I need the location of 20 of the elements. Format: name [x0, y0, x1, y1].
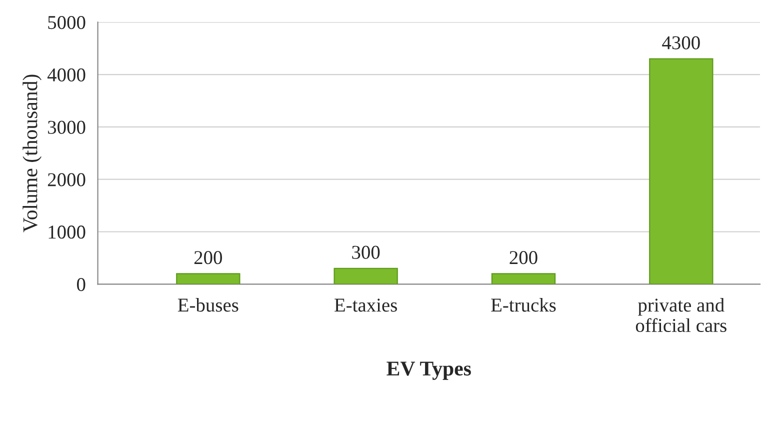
y-tick-label: 0: [77, 278, 86, 292]
bar: [649, 58, 714, 284]
x-axis-title: EV Types: [386, 362, 471, 380]
y-tick-label: 3000: [48, 120, 86, 134]
y-tick-label: 4000: [47, 68, 86, 82]
data-label: 300: [352, 246, 380, 259]
y-tick-label: 1000: [48, 226, 86, 239]
data-label: 200: [510, 251, 538, 264]
x-tick-label: E-taxies: [334, 298, 397, 312]
y-tick-label: 5000: [48, 16, 86, 30]
y-axis-title: Volume (thousand): [22, 74, 42, 232]
x-tick-label: private and official cars: [636, 298, 726, 332]
bar: [176, 273, 240, 284]
bar: [334, 268, 398, 284]
data-label: 4300: [662, 36, 700, 50]
data-label: 200: [194, 251, 222, 264]
bar: [491, 273, 556, 284]
y-tick-label: 2000: [48, 173, 86, 186]
x-tick-label: E-trucks: [491, 298, 556, 312]
x-tick-label: E-buses: [178, 298, 238, 312]
